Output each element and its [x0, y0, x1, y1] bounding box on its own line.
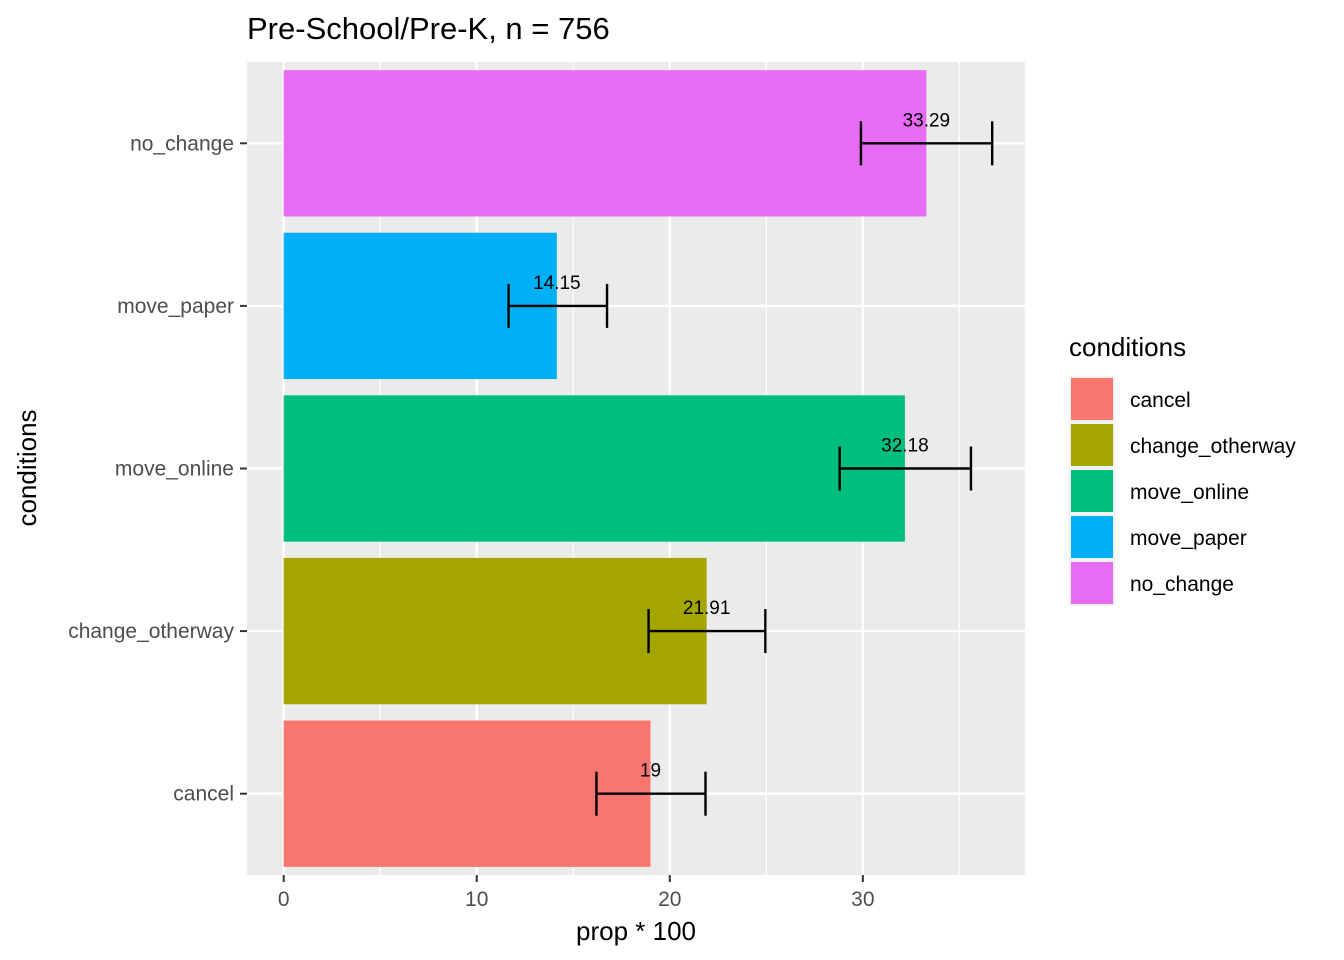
bar-cancel	[283, 720, 651, 867]
x-tick-label: 10	[465, 888, 488, 911]
legend-swatch	[1071, 470, 1113, 512]
x-tick-label: 20	[658, 888, 681, 911]
legend-label: change_otherway	[1130, 435, 1296, 458]
data-label: 14.15	[533, 273, 581, 294]
legend-label: move_online	[1130, 481, 1249, 504]
data-label: 33.29	[903, 110, 951, 131]
bar-no-change	[283, 70, 927, 217]
legend-label: cancel	[1130, 389, 1191, 412]
data-label: 21.91	[683, 598, 731, 619]
legend-label: no_change	[1130, 573, 1234, 596]
x-axis-title: prop * 100	[576, 916, 696, 946]
x-tick-label: 30	[851, 888, 874, 911]
y-tick-label: no_change	[130, 132, 234, 155]
y-axis-title: conditions	[12, 409, 42, 526]
legend-swatch	[1071, 562, 1113, 604]
y-tick-label: move_paper	[117, 295, 234, 318]
error-bar	[838, 446, 973, 491]
y-tick-label: cancel	[173, 783, 234, 806]
error-bar	[595, 771, 707, 816]
bars: 19 21.91 32.18 14.15 33.29	[283, 70, 994, 867]
legend-label: move_paper	[1130, 527, 1247, 550]
bar-change-otherway	[283, 557, 707, 705]
x-tick-label: 0	[278, 888, 290, 911]
data-label: 19	[640, 761, 661, 782]
legend-title: conditions	[1069, 332, 1186, 362]
chart-title: Pre-School/Pre-K, n = 756	[247, 11, 610, 46]
legend: conditions cancel change_otherway move_onl…	[1069, 332, 1296, 606]
y-tick-label: move_online	[115, 458, 234, 481]
axes: 0 10 20 30 cancel change_otherway move_online m…	[68, 132, 874, 911]
y-tick-label: change_otherway	[68, 620, 234, 643]
error-bar	[647, 609, 767, 654]
error-bar	[859, 121, 994, 166]
bar-move-online	[283, 395, 905, 542]
legend-swatch	[1071, 424, 1113, 466]
legend-swatch	[1071, 516, 1113, 558]
error-bar	[507, 283, 609, 328]
legend-swatch	[1071, 378, 1113, 420]
data-label: 32.18	[881, 436, 929, 457]
